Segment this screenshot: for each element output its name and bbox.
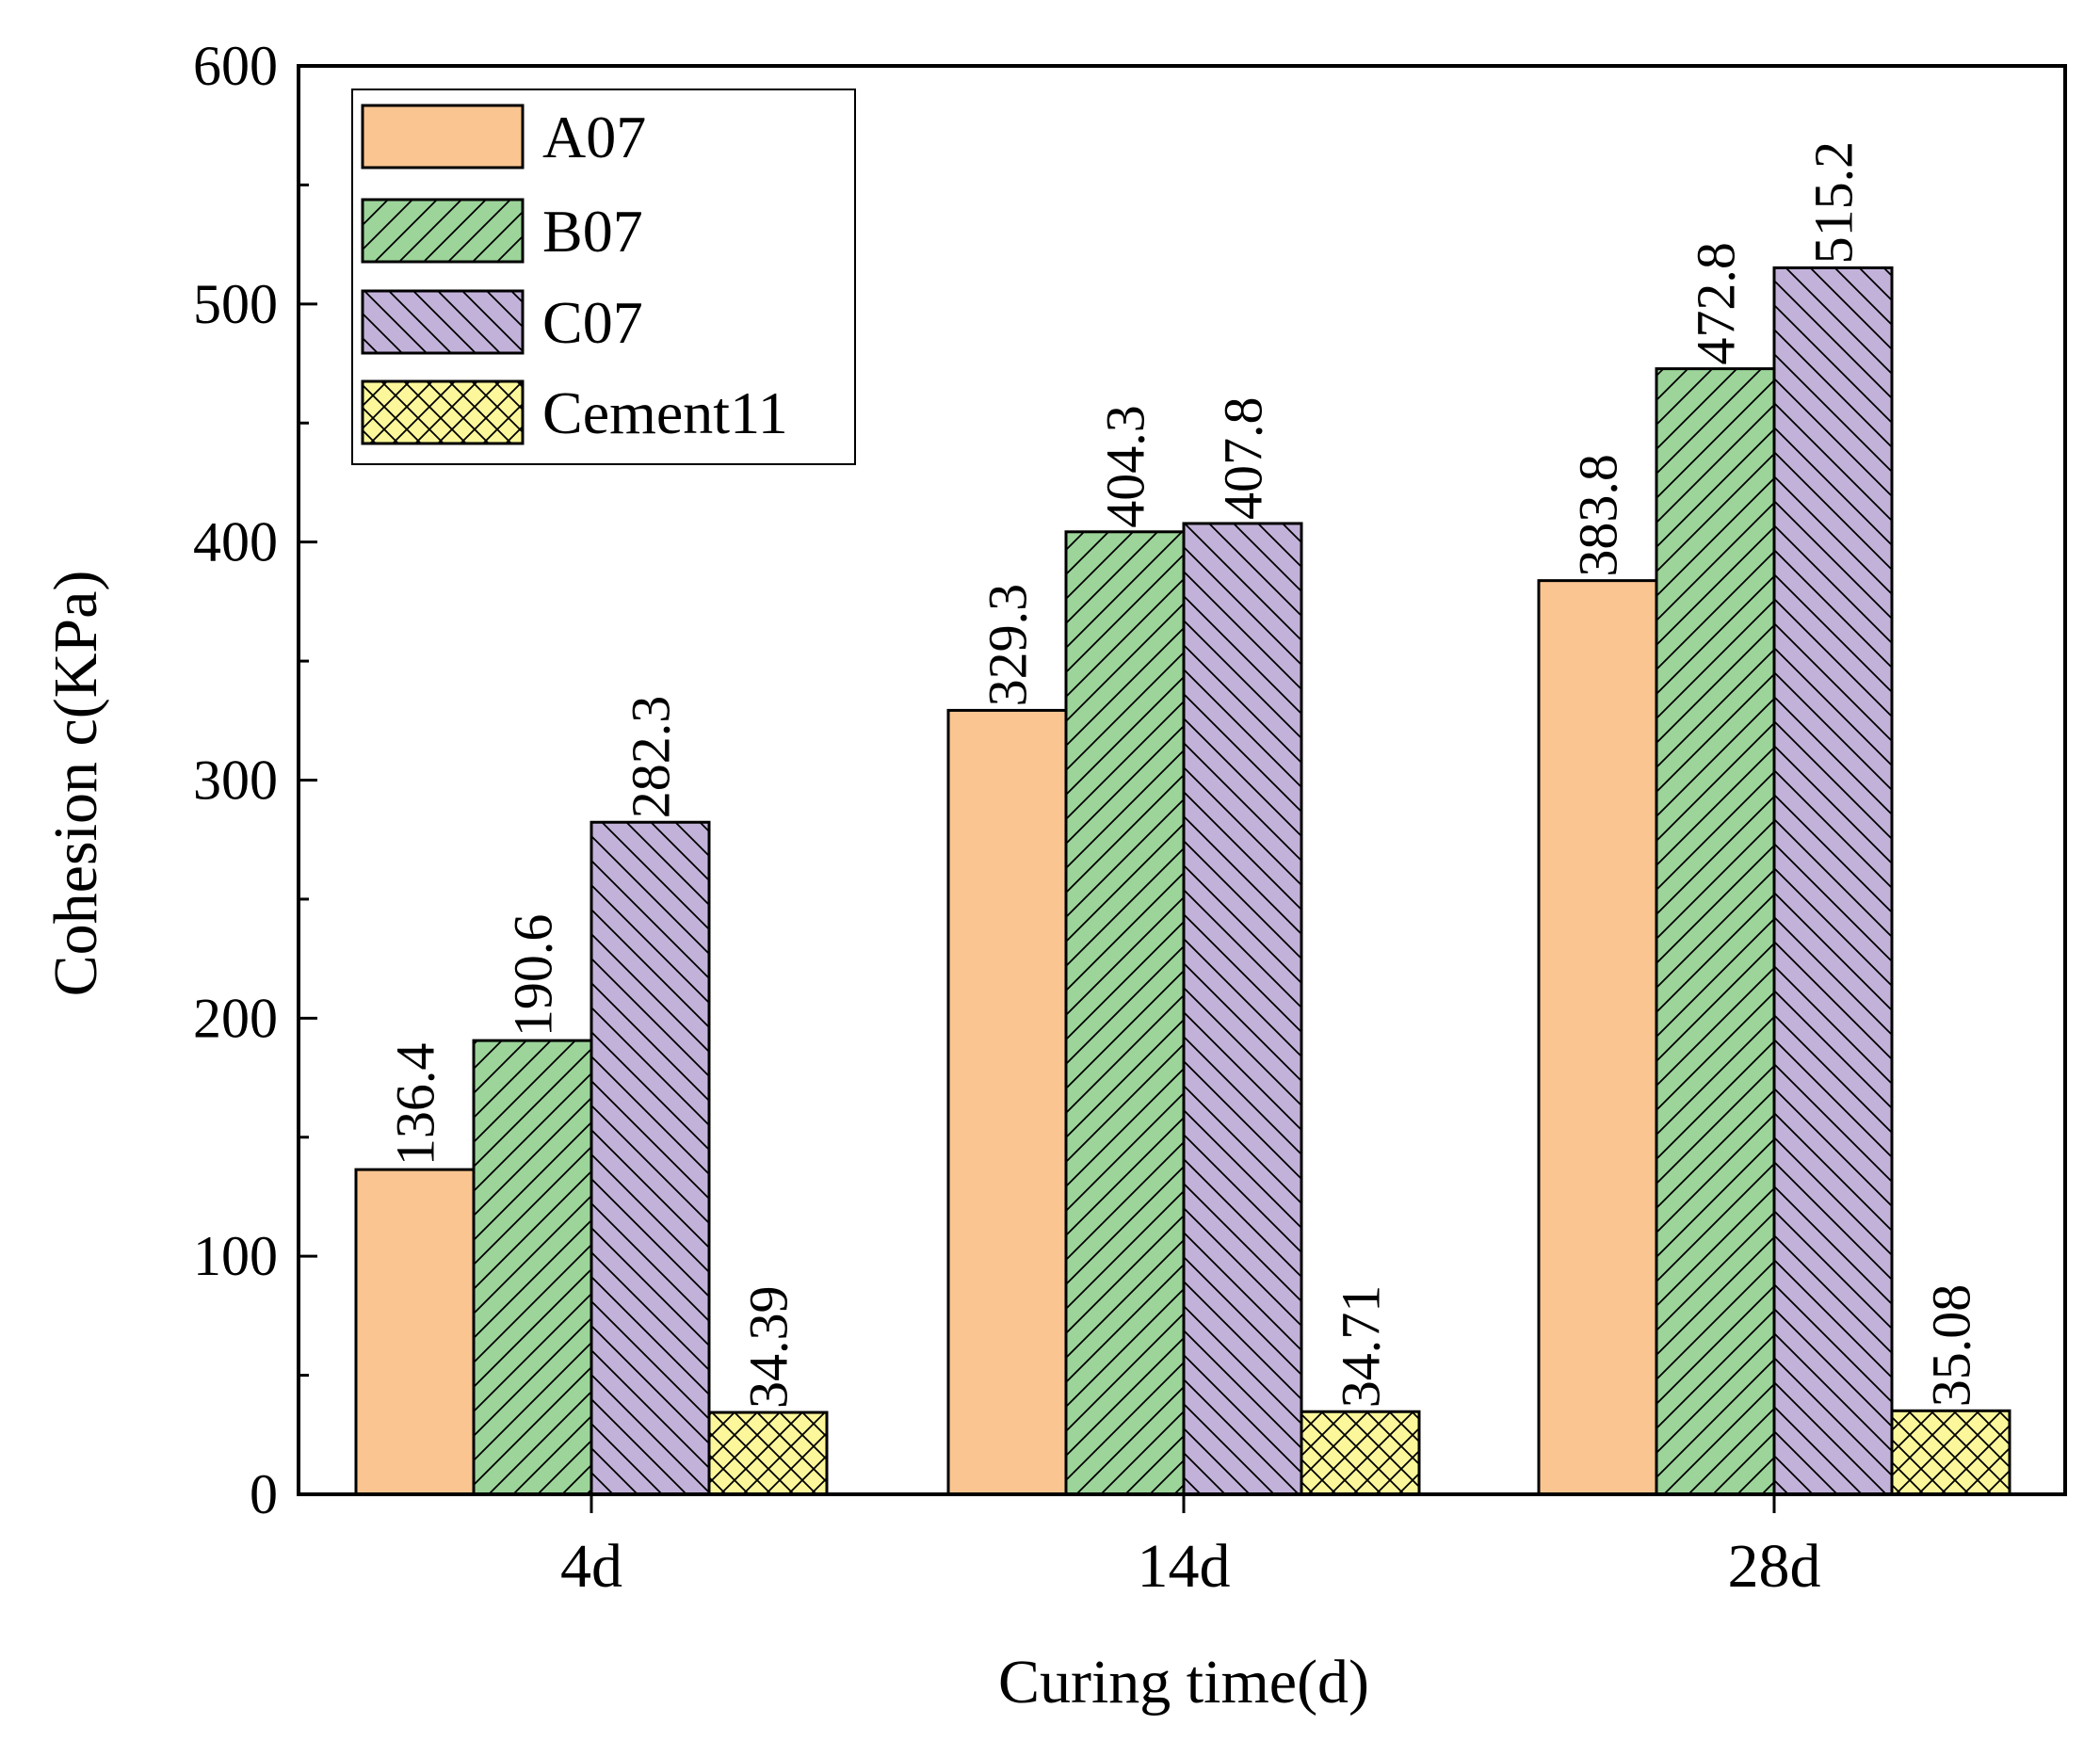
- x-tick-label-14d: 14d: [1138, 1532, 1231, 1601]
- bars-layer: [354, 266, 2011, 1496]
- y-axis-title: Cohesion c(KPa): [41, 571, 110, 997]
- y-tick-label: 200: [193, 987, 278, 1049]
- bar-c07-28d: [1772, 266, 1894, 1496]
- bar-b07-14d: [1064, 530, 1186, 1496]
- legend-label-c07: C07: [542, 289, 643, 356]
- legend-label-b07: B07: [542, 198, 643, 265]
- bar-label-b07-28d: 472.8: [1686, 242, 1747, 365]
- bar-b07-28d: [1655, 367, 1776, 1496]
- bar-c07-14d: [1182, 522, 1303, 1496]
- bar-a07-28d: [1537, 579, 1658, 1496]
- bar-label-b07-4d: 190.6: [503, 914, 564, 1038]
- x-tick-label-4d: 4d: [560, 1532, 622, 1601]
- bar-label-cement11-4d: 34.39: [738, 1286, 800, 1410]
- y-tick-label: 600: [193, 35, 278, 97]
- bar-cement11-28d: [1890, 1409, 2011, 1496]
- axes: 0 100 200 300 400 500 600 4d 14d 28d: [193, 35, 2067, 1601]
- y-tick-label: 500: [193, 273, 278, 335]
- bar-label-c07-14d: 407.8: [1213, 396, 1274, 520]
- bar-cement11-14d: [1300, 1410, 1421, 1496]
- bar-label-a07-4d: 136.4: [385, 1043, 446, 1167]
- y-tick-label: 400: [193, 511, 278, 573]
- x-tick-label-28d: 28d: [1728, 1532, 1821, 1601]
- y-tick-label: 100: [193, 1225, 278, 1287]
- legend-swatch-cement11: [361, 379, 525, 445]
- bar-label-cement11-28d: 35.08: [1921, 1284, 1982, 1408]
- x-axis-title: Curing time(d): [998, 1648, 1369, 1717]
- bar-label-a07-28d: 383.8: [1568, 454, 1629, 577]
- bar-b07-4d: [472, 1039, 593, 1496]
- bar-cement11-4d: [707, 1411, 829, 1496]
- y-tick-label: 300: [193, 750, 278, 812]
- bar-label-a07-14d: 329.3: [977, 584, 1039, 707]
- legend-swatch-b07: [361, 198, 525, 264]
- bar-label-b07-14d: 404.3: [1095, 405, 1156, 528]
- legend-label-a07: A07: [542, 104, 646, 170]
- bar-a07-4d: [354, 1168, 476, 1496]
- legend-swatch-a07: [361, 104, 525, 169]
- bar-label-cement11-14d: 34.71: [1331, 1285, 1392, 1409]
- legend: A07 B07 C07 Cement11: [351, 89, 856, 465]
- legend-label-cement11: Cement11: [542, 379, 788, 446]
- bar-a07-14d: [946, 708, 1068, 1496]
- bar-c07-4d: [590, 820, 711, 1496]
- bar-label-c07-4d: 282.3: [621, 696, 682, 819]
- bar-label-c07-28d: 515.2: [1803, 141, 1865, 265]
- bar-value-labels: 136.4 190.6 282.3 34.39 329.3 404.3 407.8 34.71…: [385, 141, 1982, 1409]
- legend-swatch-c07: [361, 289, 525, 355]
- y-tick-label: 0: [250, 1463, 278, 1525]
